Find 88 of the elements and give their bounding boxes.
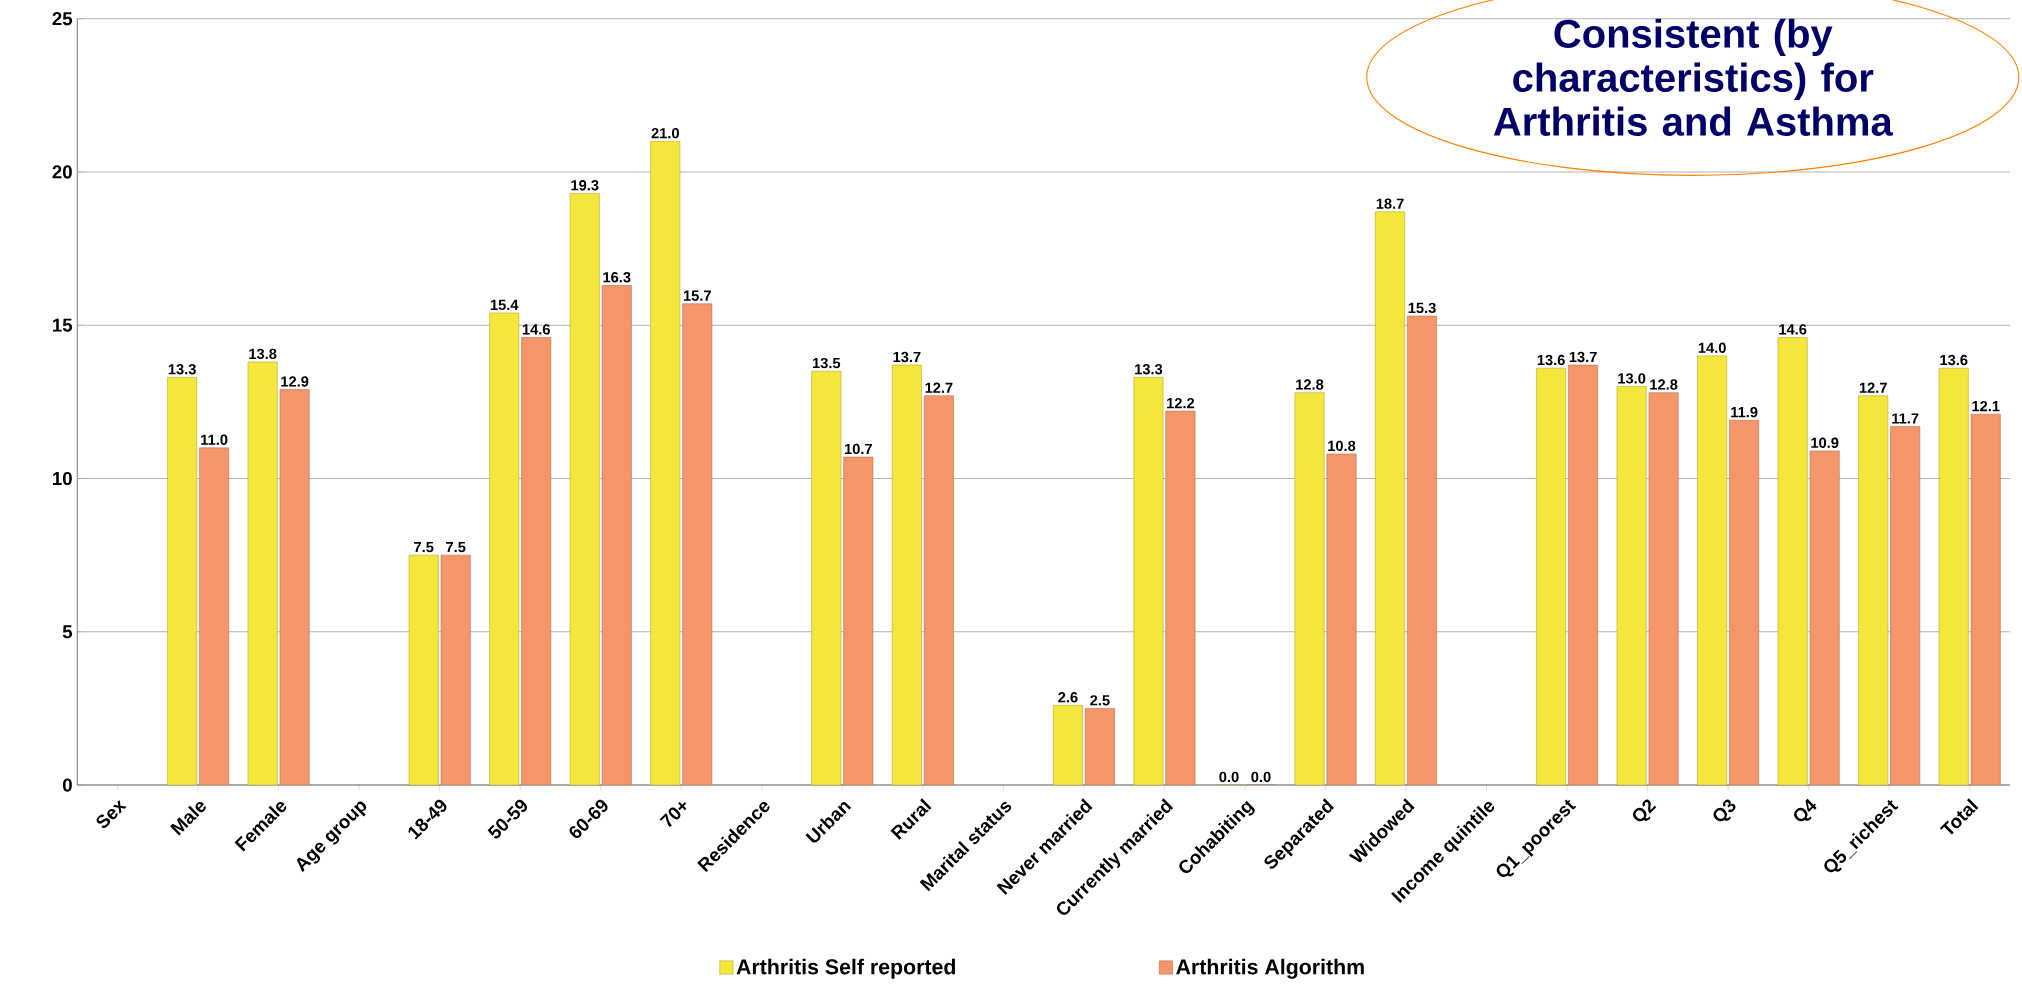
data-label: 12.9 (281, 376, 309, 387)
data-label: 21.0 (651, 127, 679, 139)
data-label: 19.3 (571, 180, 599, 191)
bar (440, 554, 471, 786)
x-tick-label: Sex (96, 799, 127, 829)
bar (843, 456, 874, 786)
x-tick-label: Q3 (1713, 799, 1736, 822)
y-tick-label: 0 (62, 778, 72, 792)
bar (923, 395, 954, 786)
x-tick-label: Q4 (1794, 798, 1817, 822)
bar (1809, 450, 1840, 786)
bar (1084, 708, 1115, 786)
bar (489, 312, 520, 786)
data-label: 15.7 (683, 290, 711, 301)
x-tick-label: Q2 (1632, 799, 1657, 822)
bar (1536, 367, 1567, 786)
data-label: 10.9 (1811, 437, 1839, 448)
data-label: 13.5 (812, 357, 841, 369)
bar (1777, 337, 1808, 786)
bar (1729, 419, 1760, 786)
data-label: 12.2 (1167, 397, 1195, 409)
data-label: 15.3 (1408, 302, 1436, 314)
bar (569, 193, 600, 786)
data-label: 12.8 (1650, 379, 1678, 390)
bar (811, 370, 842, 786)
data-label: 12.1 (1972, 400, 2000, 412)
y-tick-label: 5 (62, 625, 73, 639)
data-label: 14.6 (1779, 324, 1807, 335)
legend-label: Arthritis Self reported (736, 958, 956, 979)
y-tick-label: 20 (52, 165, 72, 179)
data-label: 12.8 (1296, 379, 1324, 390)
data-label: 12.7 (1859, 382, 1887, 393)
data-label: 13.7 (1569, 351, 1597, 363)
data-label: 13.6 (1940, 354, 1968, 366)
data-label: 10.7 (844, 443, 872, 455)
data-label: 13.0 (1618, 373, 1646, 384)
bar (1858, 395, 1889, 786)
bar (1970, 413, 2001, 786)
bar (521, 337, 552, 786)
legend-label: Arthritis Algorithm (1176, 958, 1364, 979)
data-label: 11.7 (1892, 413, 1919, 424)
y-tick-label: 25 (52, 12, 73, 26)
bar (1890, 426, 1921, 786)
bar (1697, 355, 1728, 786)
y-tick-label: 10 (53, 471, 72, 486)
bar (682, 303, 713, 786)
data-label: 2.6 (1058, 692, 1078, 703)
data-label: 11.0 (201, 434, 228, 445)
data-label: 13.7 (893, 351, 921, 363)
data-label: 14.0 (1698, 342, 1726, 353)
bar (1052, 705, 1083, 786)
data-label: 13.6 (1537, 354, 1565, 366)
data-label: 0.0 (1219, 771, 1239, 783)
data-label: 13.3 (1135, 364, 1163, 375)
bar (1326, 453, 1357, 786)
bar (891, 364, 922, 786)
annotation: Consistent (by characteristics) for Arthritis and Asthma (1493, 18, 1893, 136)
bar (1294, 392, 1325, 786)
data-label: 11.9 (1731, 406, 1758, 418)
data-label: 13.3 (168, 364, 196, 375)
bar (650, 141, 681, 786)
bar (408, 554, 439, 786)
data-label: 7.5 (414, 542, 434, 553)
bar (1165, 410, 1196, 786)
data-label: 12.7 (925, 382, 953, 393)
data-label: 13.8 (249, 348, 277, 360)
bar (1133, 377, 1164, 786)
bar (601, 285, 632, 786)
bar (1648, 392, 1679, 786)
data-label: 15.4 (490, 299, 519, 311)
data-label: 14.6 (522, 324, 550, 335)
y-tick-label: 15 (53, 318, 73, 332)
bar (1375, 211, 1405, 786)
bar (1616, 386, 1647, 786)
bar (1407, 315, 1437, 786)
x-tick-label: 70+ (659, 802, 687, 828)
data-label: 10.8 (1328, 440, 1356, 452)
data-label: 7.5 (446, 542, 466, 553)
bar (1568, 364, 1599, 786)
bar (279, 389, 310, 786)
data-label: 16.3 (603, 272, 631, 283)
data-label: 18.7 (1376, 198, 1404, 209)
bar (167, 377, 198, 786)
data-label: 0.0 (1251, 771, 1271, 783)
data-label: 2.5 (1090, 695, 1110, 706)
bar (247, 361, 278, 786)
bar (199, 447, 230, 786)
bar (1938, 367, 1969, 786)
